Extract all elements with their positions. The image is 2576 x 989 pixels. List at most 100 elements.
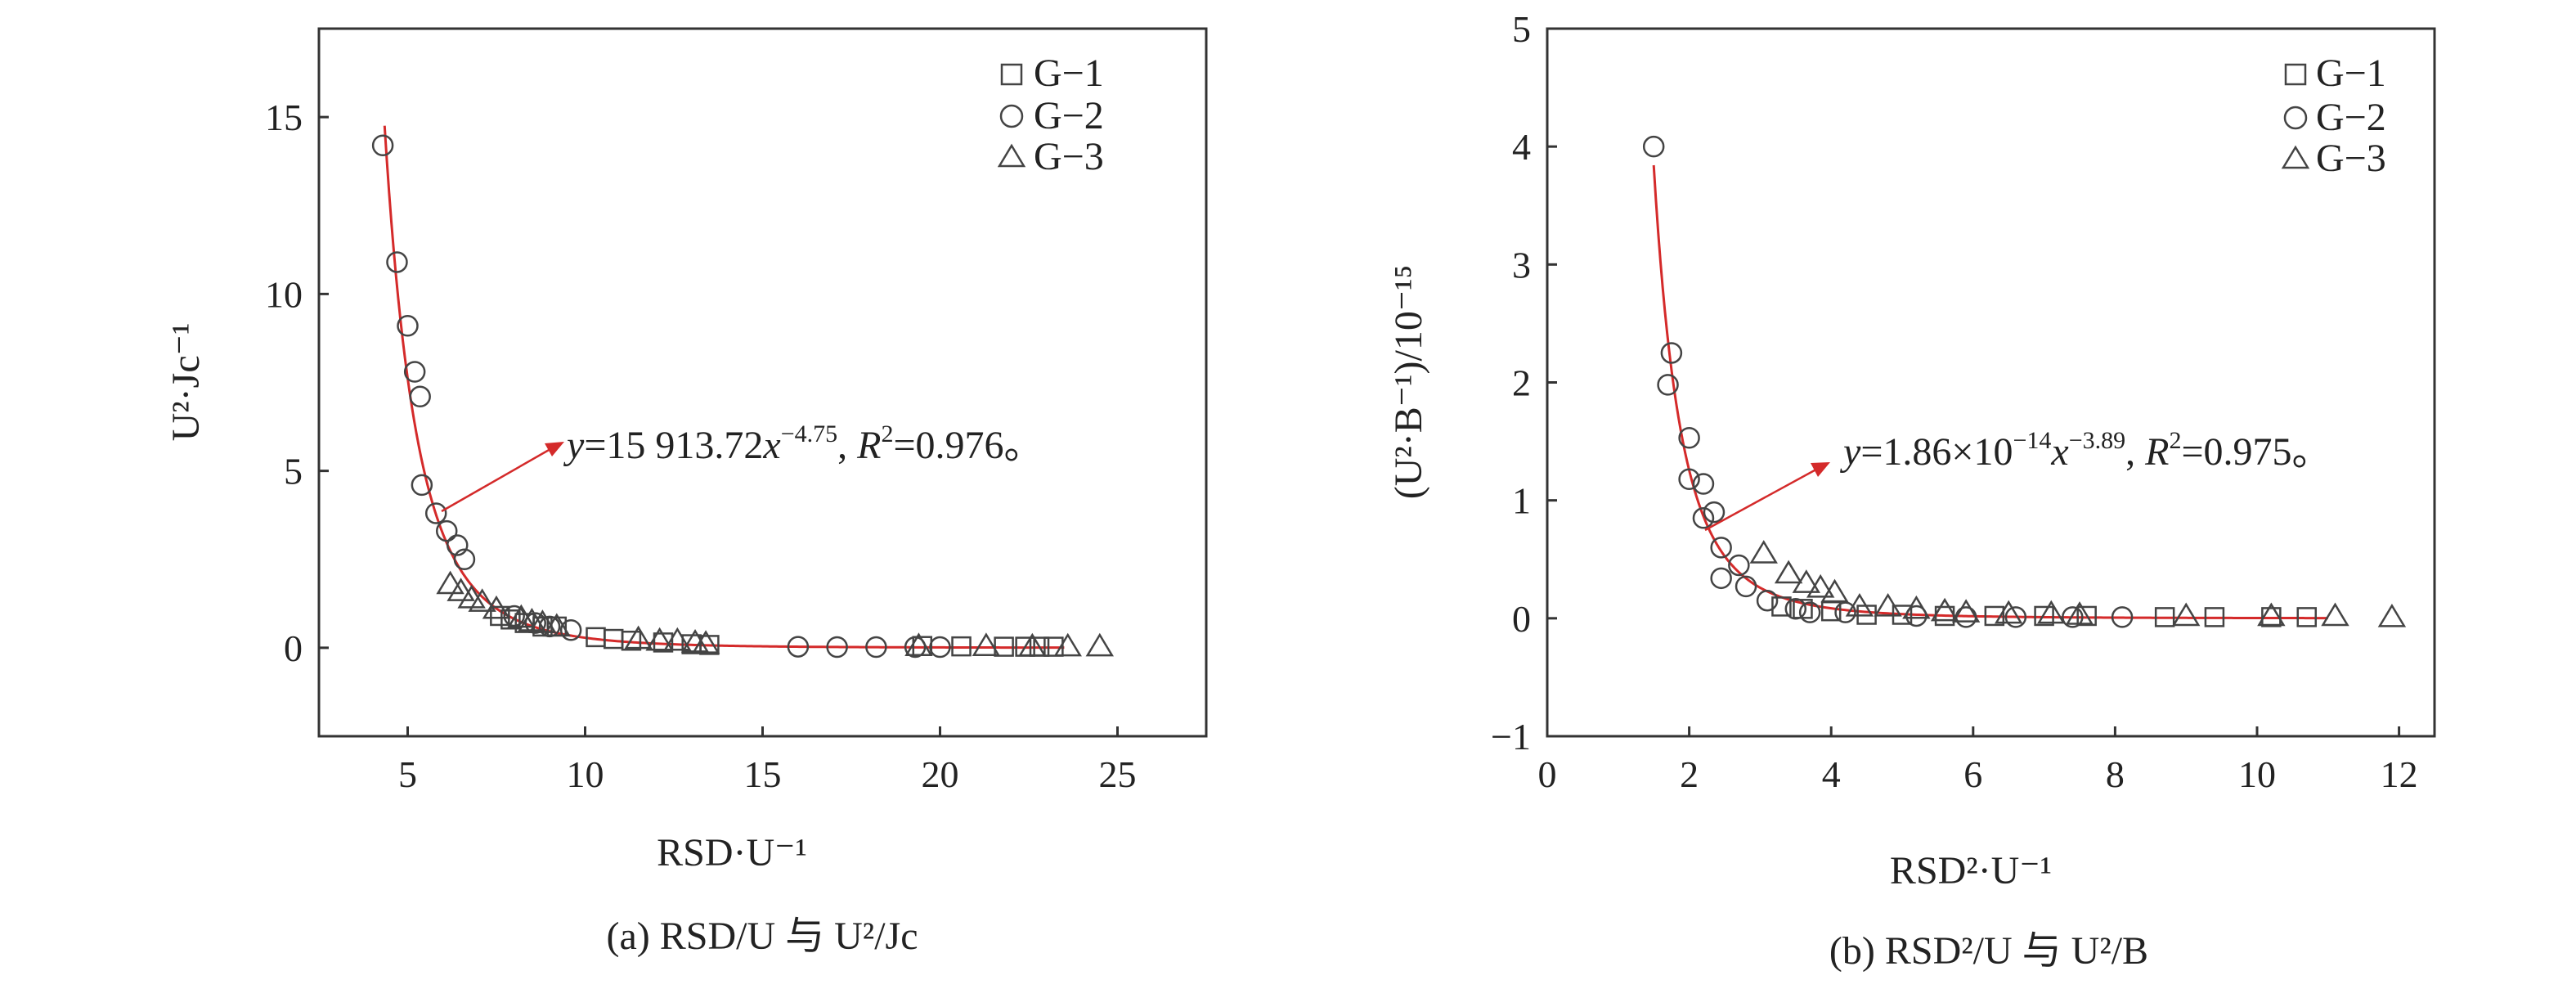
chart-a-ytick-label: 0 bbox=[284, 627, 303, 669]
chart-a-point-g2 bbox=[453, 548, 476, 570]
chart-b-points bbox=[1642, 135, 2407, 628]
chart-b-point-g2 bbox=[1692, 473, 1715, 495]
chart-b-point-g3 bbox=[2037, 600, 2066, 624]
chart-b-point-g3 bbox=[1845, 592, 1874, 617]
chart-b-xtick-label: 0 bbox=[1538, 753, 1557, 795]
chart-a-point-g3 bbox=[1085, 632, 1115, 657]
chart-a-fit-line bbox=[383, 125, 1065, 650]
chart-b-xtick-label: 12 bbox=[2381, 753, 2418, 795]
chart-b-point-g2 bbox=[1678, 468, 1700, 490]
chart-b-point-g3 bbox=[1774, 560, 1803, 584]
chart-a-arrowhead bbox=[545, 442, 564, 456]
chart-a-point-g3 bbox=[624, 625, 653, 650]
chart-a-legend: G−1 G−2 G−3 bbox=[997, 52, 1104, 178]
chart-a-point-g2 bbox=[397, 315, 419, 337]
legend-a-label-g2: G−2 bbox=[1034, 94, 1104, 137]
chart-b-ylabel: (U²·B⁻¹)/10⁻¹⁵ bbox=[1387, 265, 1430, 500]
chart-a-point-g2 bbox=[424, 502, 447, 524]
chart-a-ylabel: U²·Jc⁻¹ bbox=[164, 323, 208, 442]
chart-a-point-g2 bbox=[787, 636, 810, 658]
chart-a-point-g2 bbox=[386, 251, 408, 273]
chart-b-ytick-label: 4 bbox=[1512, 126, 1531, 168]
chart-a-point-g2 bbox=[826, 636, 848, 659]
legend-a-label-g1: G−1 bbox=[1034, 52, 1104, 95]
chart-b-point-g1 bbox=[2076, 605, 2097, 627]
legend-b-label-g1: G−1 bbox=[2316, 52, 2386, 95]
chart-b-point-g2 bbox=[1905, 605, 1928, 627]
chart-a-point-g3 bbox=[972, 632, 1001, 656]
chart-b-point-g1 bbox=[2154, 607, 2175, 627]
chart-a-point-g3 bbox=[1053, 632, 1082, 657]
chart-a-point-g1 bbox=[951, 636, 972, 657]
chart-b-ytick-label: −1 bbox=[1491, 716, 1531, 757]
chart-a-point-g3 bbox=[468, 588, 496, 612]
legend-a-marker-g2 bbox=[999, 104, 1024, 128]
chart-b-point-g1 bbox=[2034, 605, 2054, 627]
chart-a-point-g3 bbox=[482, 595, 511, 619]
chart-b-point-g2 bbox=[1710, 537, 1732, 559]
chart-b-point-g2 bbox=[1657, 374, 1679, 396]
chart-b-ytick-label: 0 bbox=[1512, 598, 1531, 640]
chart-b-ytick-label: 3 bbox=[1512, 244, 1531, 285]
chart-b-annotation: y=1.86×10−14x−3.89, R2=0.975。 bbox=[1704, 427, 2331, 532]
chart-b-caption: (b) RSD²/U 与 U²/B bbox=[1829, 929, 2148, 973]
chart-b-arrowhead bbox=[1811, 462, 1830, 477]
chart-a-annotation-arrow bbox=[441, 444, 557, 513]
chart-a-xtick-label: 20 bbox=[922, 753, 959, 795]
chart-b-point-g3 bbox=[2065, 601, 2094, 625]
chart-a-point-g2 bbox=[559, 619, 582, 641]
chart-a-point-g3 bbox=[904, 632, 933, 656]
chart-b-equation: y=1.86×10−14x−3.89, R2=0.975。 bbox=[1839, 427, 2331, 474]
legend-a-label-g3: G−3 bbox=[1034, 135, 1104, 178]
chart-b-point-g2 bbox=[1834, 601, 1856, 623]
chart-a-xtick-label: 15 bbox=[744, 753, 782, 795]
chart-b-point-g2 bbox=[1642, 135, 1665, 158]
chart-b-point-g2 bbox=[1784, 598, 1807, 620]
legend-b-marker-g1 bbox=[2284, 63, 2307, 86]
chart-b-point-g2 bbox=[1798, 601, 1821, 623]
chart-b-point-g3 bbox=[1820, 578, 1849, 603]
chart-a-point-g3 bbox=[542, 613, 571, 637]
chart-a-point-g1 bbox=[621, 630, 642, 651]
legend-a-marker-g3 bbox=[997, 143, 1026, 168]
chart-a-point-g3 bbox=[528, 609, 557, 633]
chart-a-caption: (a) RSD/U 与 U²/Jc bbox=[606, 915, 918, 958]
chart-a-point-g2 bbox=[865, 636, 887, 659]
chart-a-point-g1 bbox=[603, 628, 624, 650]
chart-b-point-g3 bbox=[1902, 595, 1931, 619]
chart-a-point-g2 bbox=[409, 385, 431, 408]
chart-a-point-g3 bbox=[663, 627, 692, 651]
chart-a-ytick-label: 15 bbox=[265, 97, 303, 138]
chart-b-xtick-label: 8 bbox=[2106, 753, 2125, 795]
chart-b-fit-line bbox=[1652, 164, 2328, 620]
chart-a-point-g1 bbox=[1043, 636, 1064, 657]
chart-b-xtick-label: 4 bbox=[1822, 753, 1841, 795]
chart-a-fit-curve bbox=[383, 125, 1065, 650]
legend-b-label-g3: G−3 bbox=[2316, 137, 2386, 180]
chart-a: 5 10 15 20 25 0 5 10 15 G−1 G−2 G−3 y=15 913.72x… bbox=[164, 27, 1208, 958]
legend-b-label-g2: G−2 bbox=[2316, 96, 2386, 139]
chart-b-xtick-label: 2 bbox=[1680, 753, 1699, 795]
legend-a-marker-g1 bbox=[1000, 63, 1023, 86]
chart-b-fit-curve bbox=[1652, 164, 2328, 620]
chart-a-point-g2 bbox=[447, 534, 469, 556]
chart-b-xlabel: RSD²·U⁻¹ bbox=[1890, 849, 2052, 892]
chart-a-point-g1 bbox=[490, 605, 510, 627]
chart-a-point-g2 bbox=[411, 474, 433, 497]
chart-b-point-g3 bbox=[1951, 599, 1981, 623]
chart-b-point-g2 bbox=[1735, 575, 1757, 598]
chart-a-point-g1 bbox=[699, 635, 720, 655]
chart-b-point-g3 bbox=[1792, 569, 1821, 593]
chart-b-point-g1 bbox=[1771, 596, 1792, 617]
legend-b-marker-g2 bbox=[2283, 106, 2308, 130]
chart-b-point-g3 bbox=[1806, 573, 1835, 598]
chart-b-xtick-label: 6 bbox=[1963, 753, 1982, 795]
chart-b-point-g2 bbox=[1678, 427, 1700, 449]
chart-b-point-g2 bbox=[1728, 554, 1750, 577]
chart-a-xtick-label: 10 bbox=[567, 753, 604, 795]
chart-b-point-g3 bbox=[1930, 597, 1959, 622]
chart-a-point-g3 bbox=[691, 630, 720, 654]
chart-a-point-g1 bbox=[994, 636, 1014, 657]
